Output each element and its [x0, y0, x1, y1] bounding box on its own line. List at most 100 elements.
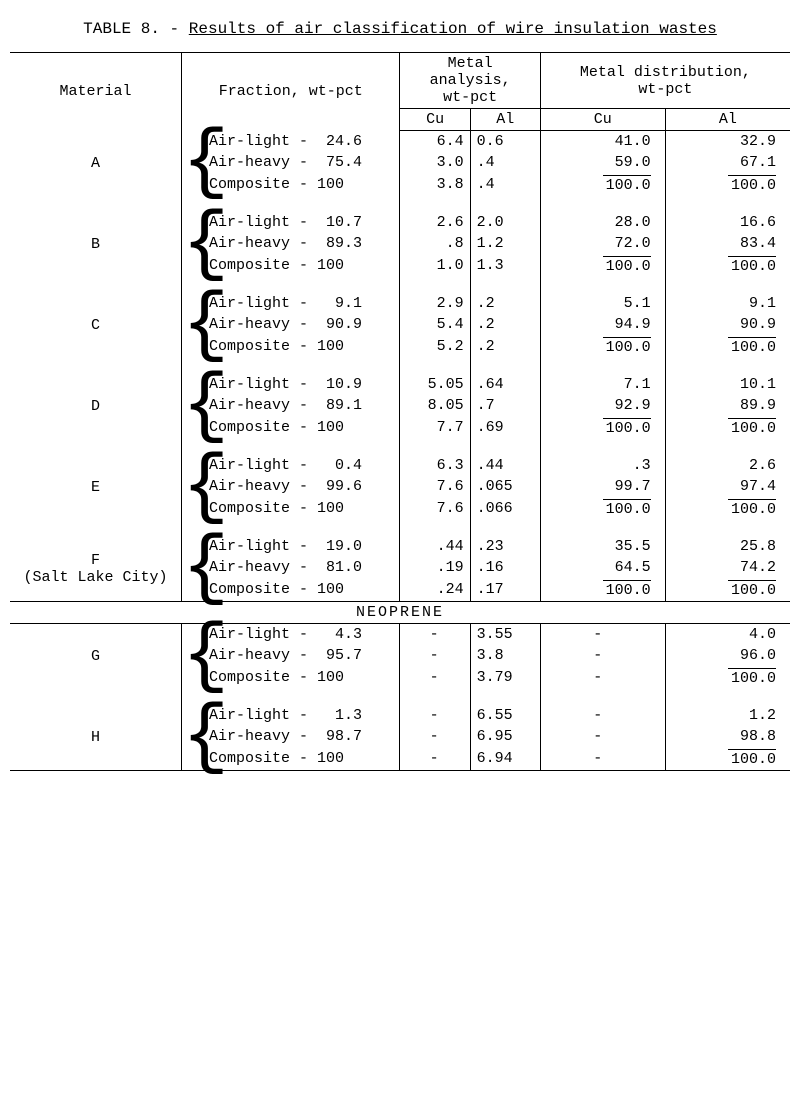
al-dist-cell: 100.0 [665, 254, 790, 277]
al-analysis-cell: .7 [470, 395, 540, 416]
cu-analysis-cell: 1.0 [400, 254, 470, 277]
cu-analysis-cell: 2.9 [400, 293, 470, 314]
al-analysis-cell: .69 [470, 416, 540, 439]
cu-analysis-cell: - [400, 726, 470, 747]
fraction-cell: Composite - 100 [205, 416, 400, 439]
al-dist-cell: 16.6 [665, 212, 790, 233]
al-analysis-cell: .17 [470, 578, 540, 602]
brace-icon: { [182, 212, 205, 277]
cu-analysis-cell: 7.6 [400, 497, 470, 520]
cu-dist-cell: 100.0 [540, 416, 665, 439]
material-cell: A [10, 131, 182, 197]
spacer-row [10, 196, 790, 212]
cu-dist-cell: 100.0 [540, 254, 665, 277]
cu-dist-cell: - [540, 726, 665, 747]
col-material: Material [10, 53, 182, 131]
fraction-cell: Air-heavy - 75.4 [205, 152, 400, 173]
material-cell: B [10, 212, 182, 277]
cu-analysis-cell: 3.8 [400, 173, 470, 196]
cu-analysis-cell: 5.2 [400, 335, 470, 358]
col-metal-analysis: Metal analysis, wt-pct [400, 53, 540, 109]
al-dist-cell: 98.8 [665, 726, 790, 747]
brace-icon: { [182, 624, 205, 690]
data-table: Material Fraction, wt-pct Metal analysis… [10, 52, 790, 771]
subcol-al-dist: Al [665, 109, 790, 131]
spacer-row [10, 358, 790, 374]
cu-analysis-cell: 5.4 [400, 314, 470, 335]
cu-analysis-cell: 6.4 [400, 131, 470, 153]
al-analysis-cell: 3.79 [470, 666, 540, 689]
fraction-cell: Composite - 100 [205, 747, 400, 771]
al-dist-cell: 100.0 [665, 497, 790, 520]
cu-dist-cell: 99.7 [540, 476, 665, 497]
al-dist-cell: 74.2 [665, 557, 790, 578]
al-dist-cell: 1.2 [665, 705, 790, 726]
cu-analysis-cell: .44 [400, 536, 470, 557]
material-cell: C [10, 293, 182, 358]
fraction-cell: Air-light - 10.7 [205, 212, 400, 233]
al-dist-cell: 10.1 [665, 374, 790, 395]
brace-icon: { [182, 455, 205, 520]
cu-analysis-cell: - [400, 747, 470, 771]
fraction-cell: Air-heavy - 95.7 [205, 645, 400, 666]
fraction-cell: Composite - 100 [205, 497, 400, 520]
cu-analysis-cell: 6.3 [400, 455, 470, 476]
al-dist-cell: 67.1 [665, 152, 790, 173]
material-cell: H [10, 705, 182, 771]
brace-icon: { [182, 536, 205, 602]
fraction-cell: Composite - 100 [205, 254, 400, 277]
cu-analysis-cell: 3.0 [400, 152, 470, 173]
al-analysis-cell: 6.94 [470, 747, 540, 771]
al-dist-cell: 100.0 [665, 335, 790, 358]
al-dist-cell: 100.0 [665, 747, 790, 771]
brace-icon: { [182, 374, 205, 439]
al-dist-cell: 89.9 [665, 395, 790, 416]
col-metal-distribution: Metal distribution, wt-pct [540, 53, 790, 109]
cu-dist-cell: - [540, 645, 665, 666]
table-row: F (Salt Lake City) { Air-light - 19.0 .4… [10, 536, 790, 557]
cu-dist-cell: - [540, 705, 665, 726]
al-analysis-cell: .64 [470, 374, 540, 395]
fraction-cell: Air-heavy - 89.3 [205, 233, 400, 254]
cu-dist-cell: - [540, 666, 665, 689]
al-analysis-cell: .44 [470, 455, 540, 476]
cu-dist-cell: 35.5 [540, 536, 665, 557]
al-analysis-cell: 2.0 [470, 212, 540, 233]
table-row: A { Air-light - 24.6 6.4 0.6 41.0 32.9 [10, 131, 790, 153]
cu-dist-cell: 94.9 [540, 314, 665, 335]
cu-dist-cell: 7.1 [540, 374, 665, 395]
cu-analysis-cell: 2.6 [400, 212, 470, 233]
spacer-row [10, 277, 790, 293]
fraction-cell: Air-light - 4.3 [205, 624, 400, 646]
cu-dist-cell: .3 [540, 455, 665, 476]
brace-icon: { [182, 293, 205, 358]
table-title: TABLE 8. - Results of air classification… [10, 20, 790, 38]
table-row: G { Air-light - 4.3 - 3.55 - 4.0 [10, 624, 790, 646]
al-analysis-cell: .065 [470, 476, 540, 497]
cu-dist-cell: 28.0 [540, 212, 665, 233]
fraction-cell: Air-light - 1.3 [205, 705, 400, 726]
fraction-cell: Air-light - 10.9 [205, 374, 400, 395]
cu-dist-cell: 41.0 [540, 131, 665, 153]
cu-dist-cell: 100.0 [540, 335, 665, 358]
al-analysis-cell: .23 [470, 536, 540, 557]
al-dist-cell: 100.0 [665, 173, 790, 196]
subcol-cu-analysis: Cu [400, 109, 470, 131]
cu-analysis-cell: 8.05 [400, 395, 470, 416]
al-analysis-cell: 1.3 [470, 254, 540, 277]
cu-dist-cell: 100.0 [540, 173, 665, 196]
al-analysis-cell: .2 [470, 335, 540, 358]
al-dist-cell: 100.0 [665, 578, 790, 602]
al-analysis-cell: 3.8 [470, 645, 540, 666]
al-dist-cell: 100.0 [665, 666, 790, 689]
fraction-cell: Air-light - 9.1 [205, 293, 400, 314]
title-prefix: TABLE 8. - [83, 20, 189, 38]
subcol-cu-dist: Cu [540, 109, 665, 131]
material-cell: D [10, 374, 182, 439]
material-cell: F (Salt Lake City) [10, 536, 182, 602]
spacer-row [10, 520, 790, 536]
cu-analysis-cell: - [400, 705, 470, 726]
cu-dist-cell: - [540, 747, 665, 771]
al-analysis-cell: .4 [470, 152, 540, 173]
neoprene-section-header: NEOPRENE [10, 602, 790, 624]
